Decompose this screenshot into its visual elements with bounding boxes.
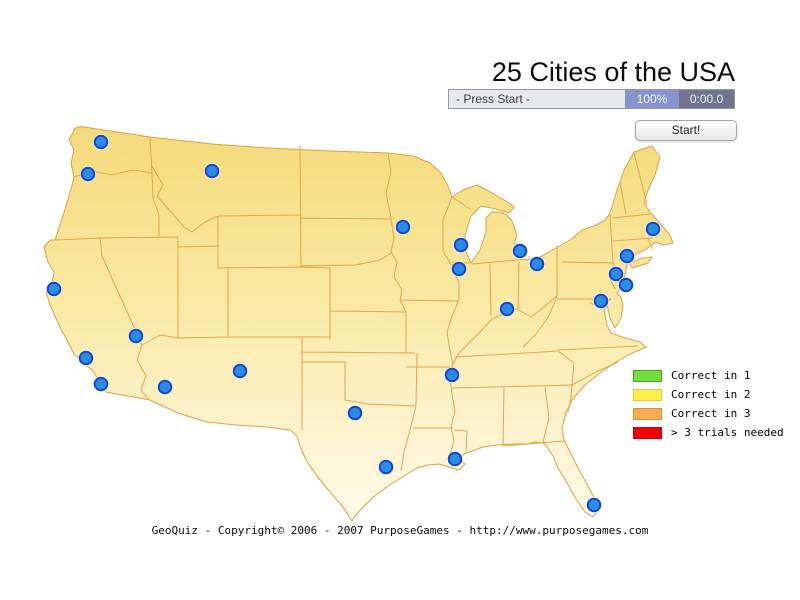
- city-dot[interactable]: [608, 266, 624, 282]
- city-dot[interactable]: [619, 248, 635, 264]
- city-dot[interactable]: [232, 363, 248, 379]
- city-dot[interactable]: [46, 281, 62, 297]
- legend-row: > 3 trials needed: [633, 426, 784, 439]
- legend-row: Correct in 3: [633, 407, 784, 420]
- legend-row: Correct in 2: [633, 388, 784, 401]
- city-dot[interactable]: [451, 261, 467, 277]
- city-dot[interactable]: [444, 367, 460, 383]
- city-dot[interactable]: [347, 405, 363, 421]
- legend-swatch: [633, 407, 662, 420]
- city-dot[interactable]: [447, 451, 463, 467]
- status-bar: - Press Start - 100% 0:00.0: [448, 89, 735, 109]
- city-dot[interactable]: [204, 163, 220, 179]
- page-title: 25 Cities of the USA: [491, 57, 735, 87]
- legend: Correct in 1 Correct in 2 Correct in 3 > 3 …: [633, 369, 784, 445]
- legend-label: Correct in 2: [671, 388, 751, 401]
- legend-label: Correct in 3: [671, 407, 751, 420]
- city-dot[interactable]: [80, 166, 96, 182]
- city-dot[interactable]: [618, 277, 634, 293]
- usa-outline: [43, 126, 674, 522]
- city-dot[interactable]: [529, 256, 545, 272]
- legend-swatch: [633, 388, 662, 401]
- city-dot[interactable]: [93, 134, 109, 150]
- legend-row: Correct in 1: [633, 369, 784, 382]
- legend-swatch: [633, 369, 662, 382]
- legend-label: Correct in 1: [671, 369, 751, 382]
- city-dot[interactable]: [499, 301, 515, 317]
- city-dot[interactable]: [453, 237, 469, 253]
- city-dot[interactable]: [645, 221, 661, 237]
- timer-display: 0:00.0: [679, 90, 734, 108]
- city-dot[interactable]: [93, 376, 109, 392]
- status-message: - Press Start -: [449, 90, 625, 108]
- city-dots-layer: [46, 134, 661, 513]
- legend-swatch: [633, 426, 662, 439]
- city-dot[interactable]: [78, 350, 94, 366]
- city-dot[interactable]: [128, 328, 144, 344]
- city-dot[interactable]: [157, 379, 173, 395]
- city-dot[interactable]: [593, 293, 609, 309]
- city-dot[interactable]: [512, 243, 528, 259]
- city-dot[interactable]: [586, 497, 602, 513]
- city-dot[interactable]: [395, 219, 411, 235]
- progress-percent: 100%: [625, 90, 679, 108]
- start-button[interactable]: Start!: [635, 120, 737, 141]
- footer-credit: GeoQuiz - Copyright© 2006 - 2007 Purpose…: [151, 524, 649, 537]
- legend-label: > 3 trials needed: [671, 426, 784, 439]
- city-dot[interactable]: [378, 459, 394, 475]
